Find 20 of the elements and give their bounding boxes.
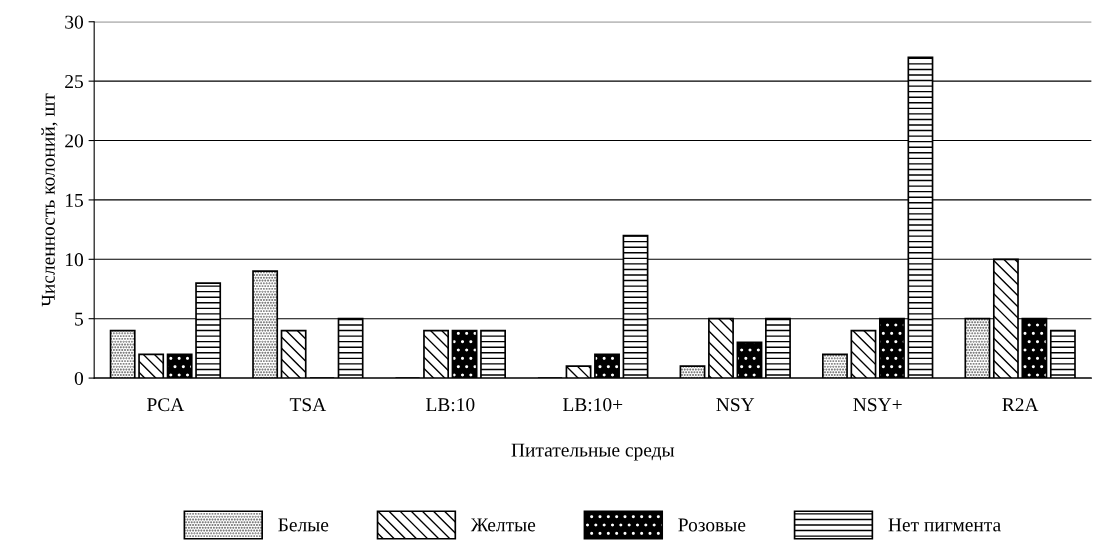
x-tick-label: NSY+ (853, 398, 902, 412)
y-tick-label: 5 (75, 312, 83, 326)
x-tick-label: R2A (1002, 398, 1039, 412)
x-tick-label: TSA (289, 398, 327, 412)
y-axis-title: Численность колоний, шт (41, 93, 58, 307)
x-tick-label: NSY (716, 398, 755, 412)
y-tick-label: 25 (65, 75, 83, 89)
y-tick-label: 10 (66, 253, 84, 267)
legend-label: Нет пигмента (888, 518, 1001, 532)
legend-label: Желтые (470, 518, 536, 532)
y-tick-label: 30 (65, 15, 84, 29)
legend-label: Розовые (678, 518, 746, 532)
x-tick-label: LB:10 (426, 398, 475, 412)
y-tick-label: 20 (65, 134, 84, 148)
x-axis-title: Питательные среды (511, 443, 675, 461)
x-tick-label: PCA (147, 398, 185, 412)
y-tick-label: 15 (66, 193, 83, 207)
y-tick-label: 0 (74, 371, 84, 386)
legend-label: Белые (278, 518, 329, 532)
x-tick-label: LB:10+ (563, 398, 623, 412)
